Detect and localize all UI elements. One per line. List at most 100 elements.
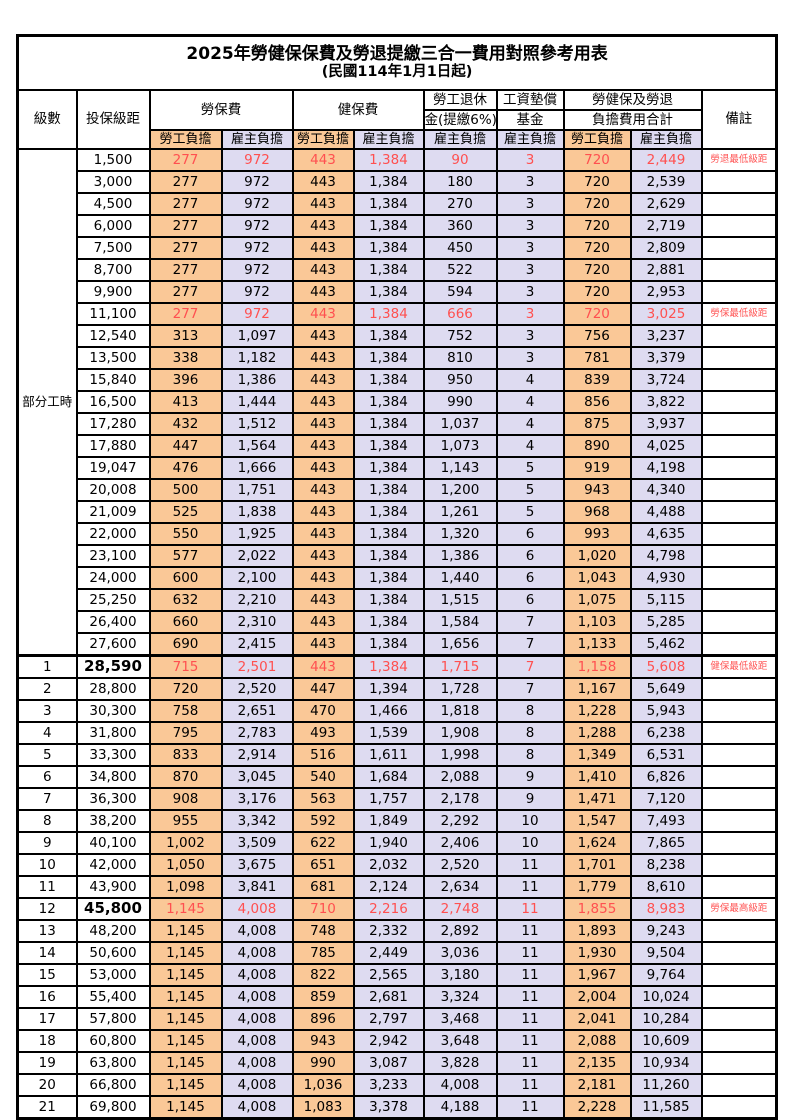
table-row: 6 34,800 870 3,045 540 1,684 2,088 9 1,410 6,826 <box>16 765 778 789</box>
cell-total-employee: 1,893 <box>562 919 632 943</box>
cell-bracket: 11,100 <box>75 302 151 326</box>
cell-health-employer: 1,384 <box>352 302 425 326</box>
cell-fund-employer: 7 <box>495 654 565 679</box>
cell-fund-employer: 3 <box>495 258 565 282</box>
cell-labor-employer: 2,022 <box>220 544 294 568</box>
cell-remark <box>700 390 778 414</box>
col-header-pension-line2: 金(提繳6%) <box>422 109 498 131</box>
cell-total-employer: 4,930 <box>629 566 703 590</box>
cell-bracket: 7,500 <box>75 236 151 260</box>
cell-remark <box>700 258 778 282</box>
cell-bracket: 12,540 <box>75 324 151 348</box>
cell-bracket: 27,600 <box>75 632 151 657</box>
cell-remark <box>700 1051 778 1075</box>
cell-health-employee: 443 <box>291 610 355 634</box>
cell-pension-employer: 1,515 <box>422 588 498 612</box>
cell-fund-employer: 11 <box>495 897 565 921</box>
cell-total-employer: 9,764 <box>629 963 703 987</box>
cell-remark <box>700 368 778 392</box>
cell-health-employee: 443 <box>291 214 355 238</box>
cell-labor-employer: 1,182 <box>220 346 294 370</box>
subheader-health-employee: 勞工負擔 <box>291 129 355 150</box>
cell-level: 10 <box>16 853 78 877</box>
cell-total-employer: 2,809 <box>629 236 703 260</box>
cell-labor-employer: 4,008 <box>220 919 294 943</box>
cell-pension-employer: 4,008 <box>422 1073 498 1097</box>
cell-health-employee: 651 <box>291 853 355 877</box>
cell-level: 15 <box>16 963 78 987</box>
cell-health-employer: 3,233 <box>352 1073 425 1097</box>
cell-health-employee: 943 <box>291 1029 355 1053</box>
cell-pension-employer: 810 <box>422 346 498 370</box>
cell-pension-employer: 1,656 <box>422 632 498 657</box>
cell-health-employee: 443 <box>291 434 355 458</box>
cell-total-employee: 1,930 <box>562 941 632 965</box>
table-row: 25,250 632 2,210 443 1,384 1,515 6 1,075 5,115 <box>18 588 778 612</box>
cell-labor-employee: 690 <box>148 632 223 657</box>
cell-health-employee: 516 <box>291 743 355 767</box>
cell-total-employer: 4,340 <box>629 478 703 502</box>
header-row-1: 級數 投保級距 勞保費 健保費 勞工退休 工資墊償 勞健保及勞退 備註 <box>16 89 778 150</box>
cell-fund-employer: 10 <box>495 831 565 855</box>
cell-total-employer: 7,120 <box>629 787 703 811</box>
cell-bracket: 33,300 <box>75 743 151 767</box>
cell-pension-employer: 270 <box>422 192 498 216</box>
cell-bracket: 69,800 <box>75 1095 151 1120</box>
cell-labor-employee: 632 <box>148 588 223 612</box>
cell-remark <box>700 699 778 723</box>
cell-health-employee: 443 <box>291 390 355 414</box>
cell-labor-employer: 972 <box>220 258 294 282</box>
cell-health-employer: 1,384 <box>352 236 425 260</box>
cell-fund-employer: 11 <box>495 875 565 899</box>
table-row: 21,009 525 1,838 443 1,384 1,261 5 968 4,488 <box>18 500 778 524</box>
cell-pension-employer: 450 <box>422 236 498 260</box>
cell-pension-employer: 3,180 <box>422 963 498 987</box>
cell-bracket: 19,047 <box>75 456 151 480</box>
cell-health-employee: 710 <box>291 897 355 921</box>
cell-total-employer: 7,493 <box>629 809 703 833</box>
cell-pension-employer: 1,715 <box>422 654 498 679</box>
cell-labor-employee: 500 <box>148 478 223 502</box>
cell-labor-employer: 3,675 <box>220 853 294 877</box>
cell-remark <box>700 544 778 568</box>
cell-pension-employer: 3,648 <box>422 1029 498 1053</box>
cell-bracket: 6,000 <box>75 214 151 238</box>
cell-total-employer: 5,649 <box>629 677 703 701</box>
cell-total-employer: 4,488 <box>629 500 703 524</box>
cell-labor-employer: 1,444 <box>220 390 294 414</box>
cell-fund-employer: 3 <box>495 192 565 216</box>
cell-labor-employee: 758 <box>148 699 223 723</box>
cell-total-employee: 856 <box>562 390 632 414</box>
cell-total-employer: 3,937 <box>629 412 703 436</box>
cell-health-employer: 1,466 <box>352 699 425 723</box>
cell-level: 2 <box>16 677 78 701</box>
cell-labor-employee: 550 <box>148 522 223 546</box>
cell-health-employer: 2,942 <box>352 1029 425 1053</box>
cell-total-employer: 11,585 <box>629 1095 703 1120</box>
cell-health-employee: 540 <box>291 765 355 789</box>
cell-fund-employer: 7 <box>495 632 565 657</box>
table-row: 19,047 476 1,666 443 1,384 1,143 5 919 4,198 <box>18 456 778 480</box>
cell-bracket: 57,800 <box>75 1007 151 1031</box>
cell-remark <box>700 214 778 238</box>
cell-labor-employee: 1,145 <box>148 1095 223 1120</box>
cell-total-employee: 1,228 <box>562 699 632 723</box>
cell-bracket: 53,000 <box>75 963 151 987</box>
table-row: 8 38,200 955 3,342 592 1,849 2,292 10 1,547 7,493 <box>16 809 778 833</box>
table-row: 2 28,800 720 2,520 447 1,394 1,728 7 1,167 5,649 <box>16 677 778 701</box>
cell-bracket: 36,300 <box>75 787 151 811</box>
cell-labor-employee: 720 <box>148 677 223 701</box>
cell-pension-employer: 2,892 <box>422 919 498 943</box>
cell-fund-employer: 8 <box>495 743 565 767</box>
cell-fund-employer: 9 <box>495 765 565 789</box>
cell-remark <box>700 985 778 1009</box>
cell-total-employee: 2,088 <box>562 1029 632 1053</box>
cell-pension-employer: 1,200 <box>422 478 498 502</box>
cell-pension-employer: 1,728 <box>422 677 498 701</box>
col-header-wage-fund-line2: 基金 <box>495 109 565 131</box>
cell-total-employee: 720 <box>562 236 632 260</box>
cell-pension-employer: 2,292 <box>422 809 498 833</box>
cell-health-employer: 1,757 <box>352 787 425 811</box>
cell-fund-employer: 6 <box>495 544 565 568</box>
cell-health-employer: 2,797 <box>352 1007 425 1031</box>
